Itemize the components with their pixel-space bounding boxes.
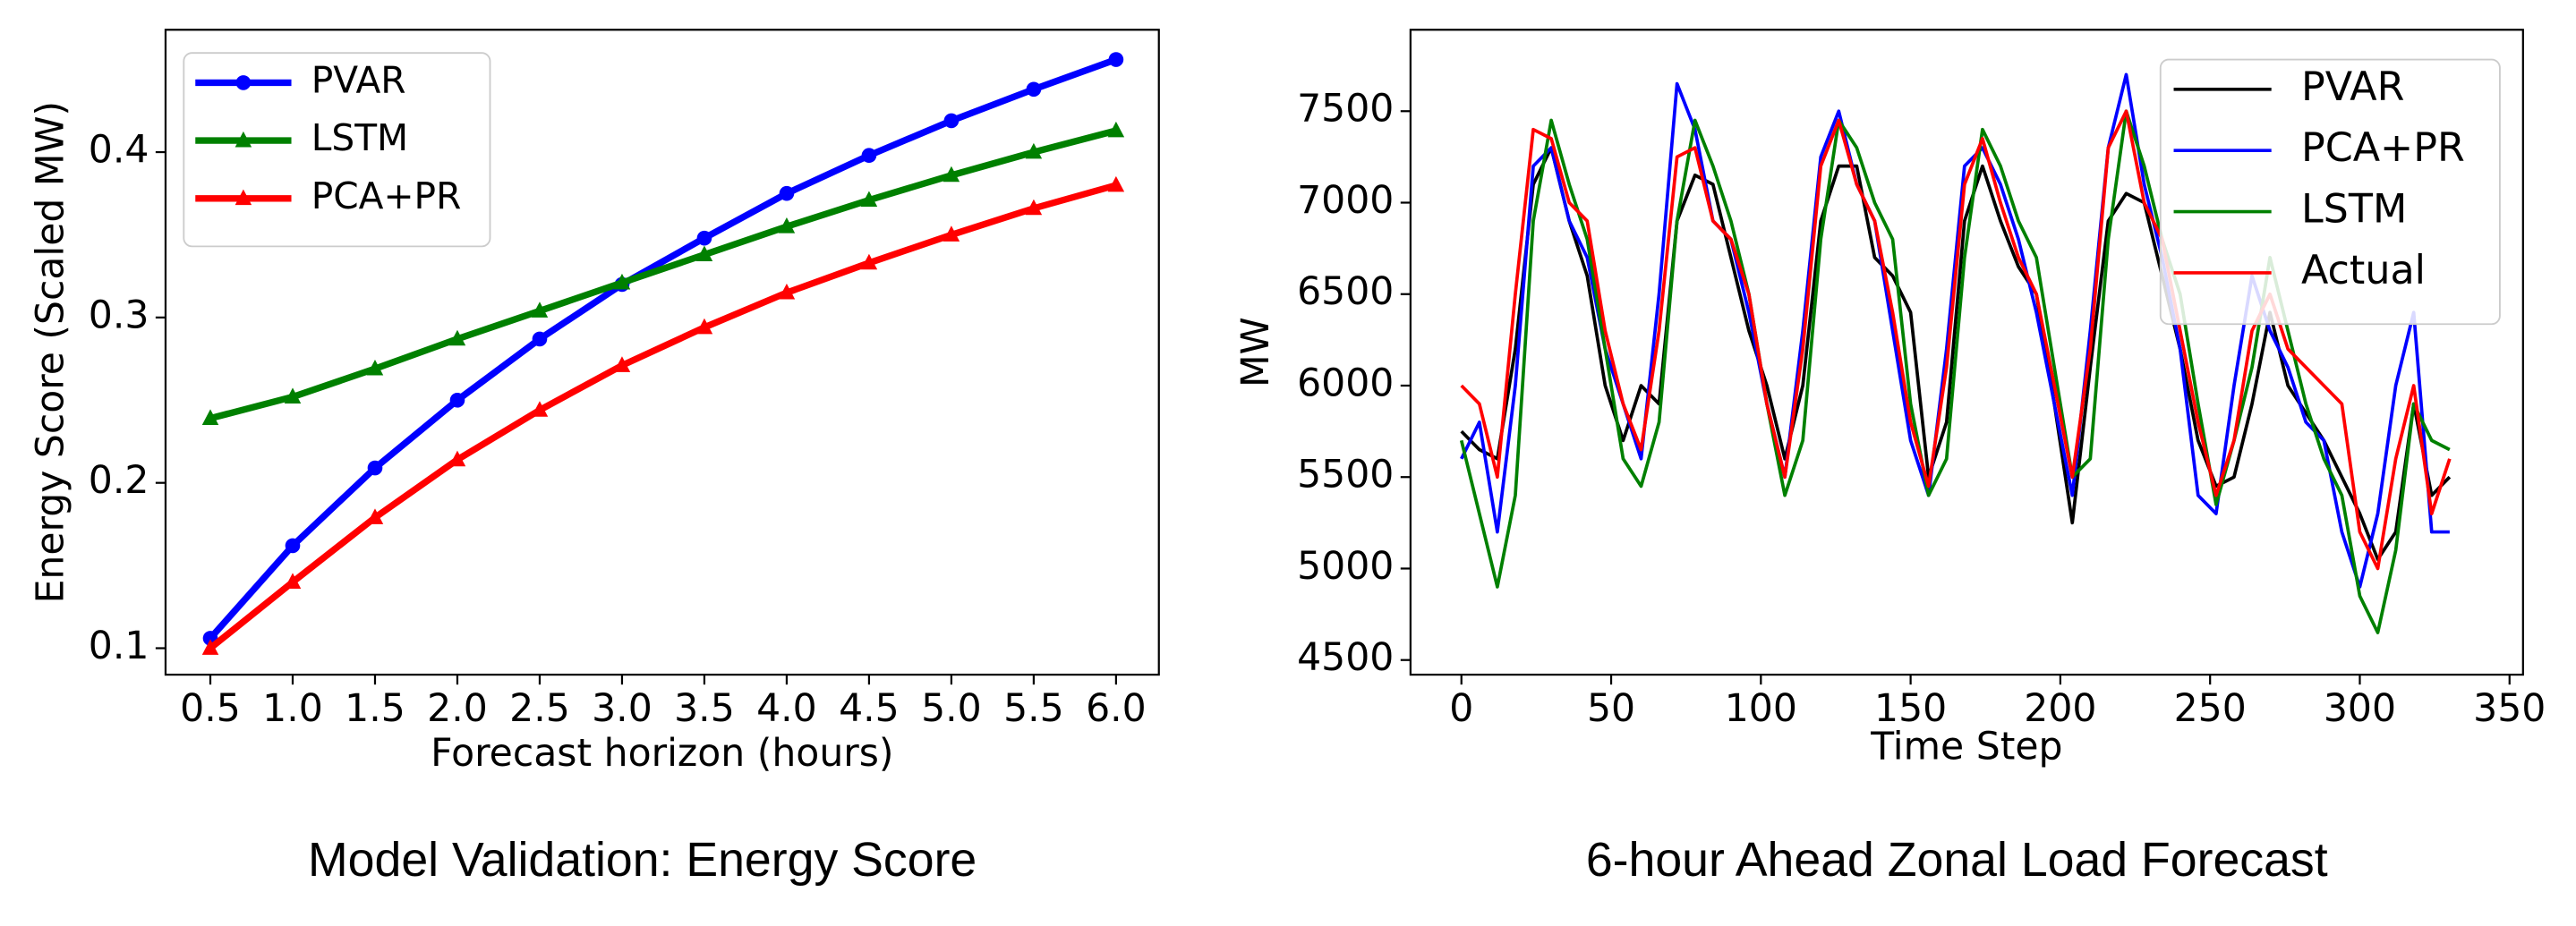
point bbox=[284, 387, 302, 404]
y-tick-label: 6500 bbox=[1297, 270, 1394, 314]
x-tick-label: 100 bbox=[1725, 687, 1797, 731]
point bbox=[779, 185, 795, 201]
point bbox=[695, 245, 713, 262]
series-line bbox=[1460, 109, 2452, 571]
caption: Model Validation: Energy Score bbox=[308, 833, 977, 887]
y-tick-label: 0.2 bbox=[89, 459, 149, 503]
y-tick-label: 0.1 bbox=[89, 624, 149, 668]
x-tick-label: 2.5 bbox=[509, 687, 570, 731]
point bbox=[778, 217, 796, 234]
legend-marker bbox=[235, 75, 252, 90]
point bbox=[1107, 121, 1125, 138]
x-tick-label: 6.0 bbox=[1086, 687, 1147, 731]
legend-label: LSTM bbox=[311, 116, 408, 159]
x-tick-label: 4.0 bbox=[756, 687, 817, 731]
point bbox=[695, 318, 713, 335]
point bbox=[1025, 142, 1043, 159]
point bbox=[201, 409, 219, 425]
point bbox=[696, 230, 712, 246]
point bbox=[1107, 175, 1125, 192]
x-tick-label: 50 bbox=[1587, 687, 1635, 731]
x-tick-label: 350 bbox=[2473, 687, 2546, 731]
point bbox=[449, 392, 465, 408]
legend-label: PCA+PR bbox=[311, 174, 462, 217]
legend-label: PVAR bbox=[311, 58, 406, 101]
x-tick-label: 150 bbox=[1874, 687, 1947, 731]
y-tick-label: 7000 bbox=[1297, 179, 1394, 223]
x-axis-label: Forecast horizon (hours) bbox=[431, 732, 893, 776]
y-tick-label: 4500 bbox=[1297, 636, 1394, 680]
point bbox=[860, 191, 878, 208]
y-tick-label: 0.4 bbox=[89, 129, 149, 173]
x-tick-label: 1.0 bbox=[262, 687, 323, 731]
x-tick-label: 0 bbox=[1449, 687, 1473, 731]
legend-label: PCA+PR bbox=[2301, 125, 2465, 171]
point bbox=[1025, 199, 1043, 216]
point bbox=[366, 359, 384, 376]
point bbox=[861, 148, 877, 164]
legend-label: Actual bbox=[2301, 248, 2426, 293]
y-tick-label: 7500 bbox=[1297, 88, 1394, 132]
point bbox=[943, 166, 960, 183]
x-tick-label: 0.5 bbox=[180, 687, 241, 731]
x-tick-label: 1.5 bbox=[345, 687, 405, 731]
series-line bbox=[208, 182, 1117, 651]
point bbox=[531, 302, 549, 318]
x-tick-label: 3.0 bbox=[592, 687, 653, 731]
legend-marker bbox=[235, 131, 252, 148]
caption: 6-hour Ahead Zonal Load Forecast bbox=[1586, 833, 2328, 887]
series-line bbox=[1460, 146, 2452, 562]
series-line bbox=[209, 127, 1117, 422]
legend-box bbox=[2159, 58, 2501, 326]
legend-marker bbox=[235, 189, 252, 206]
y-axis-label: MW bbox=[1234, 317, 1278, 387]
point bbox=[531, 401, 549, 417]
legend-label: PVAR bbox=[2301, 64, 2404, 110]
x-tick-label: 4.5 bbox=[839, 687, 900, 731]
y-tick-label: 0.3 bbox=[89, 293, 149, 337]
point bbox=[448, 450, 466, 467]
x-axis-label: Time Step bbox=[1870, 726, 2062, 769]
point bbox=[613, 273, 631, 290]
point bbox=[448, 329, 466, 346]
point bbox=[778, 283, 796, 300]
y-axis-label: Energy Score (Scaled MW) bbox=[30, 101, 73, 604]
x-tick-label: 2.0 bbox=[427, 687, 488, 731]
point bbox=[285, 538, 301, 554]
x-tick-label: 5.0 bbox=[921, 687, 982, 731]
point bbox=[943, 113, 960, 129]
point bbox=[201, 639, 219, 655]
point bbox=[613, 356, 631, 372]
y-tick-label: 6000 bbox=[1297, 361, 1394, 405]
x-tick-label: 5.5 bbox=[1003, 687, 1064, 731]
point bbox=[860, 253, 878, 270]
point bbox=[284, 573, 302, 589]
x-tick-label: 300 bbox=[2324, 687, 2396, 731]
x-tick-label: 3.5 bbox=[674, 687, 735, 731]
point bbox=[367, 460, 383, 476]
point bbox=[532, 331, 548, 347]
point bbox=[366, 508, 384, 524]
x-tick-label: 200 bbox=[2024, 687, 2096, 731]
y-tick-label: 5500 bbox=[1297, 454, 1394, 497]
y-tick-label: 5000 bbox=[1297, 545, 1394, 589]
point bbox=[1108, 52, 1124, 67]
point bbox=[1026, 81, 1042, 98]
legend-label: LSTM bbox=[2301, 187, 2407, 233]
point bbox=[943, 225, 960, 242]
series-line bbox=[208, 56, 1118, 641]
x-tick-label: 250 bbox=[2174, 687, 2247, 731]
